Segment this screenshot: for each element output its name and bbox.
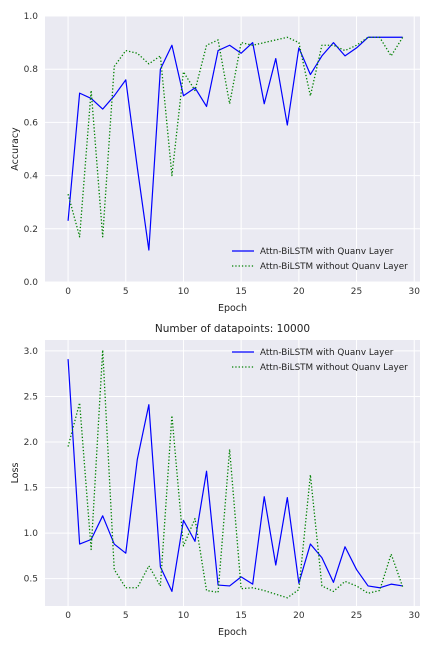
- loss-legend: Attn-BiLSTM with Quanv Layer Attn-BiLSTM …: [232, 348, 408, 373]
- accuracy-plot-area: [45, 16, 420, 282]
- loss-plot-area: [45, 340, 420, 606]
- accuracy-x-tick-label: 10: [178, 287, 190, 297]
- accuracy-series-line-without-quanv: [67, 36, 404, 238]
- loss-y-tick-label: 1.0: [24, 529, 39, 539]
- loss-series: [67, 349, 404, 599]
- accuracy-gridlines: [45, 15, 420, 283]
- accuracy-series-line-with-quanv: [67, 36, 403, 251]
- loss-legend-label: Attn-BiLSTM with Quanv Layer: [260, 348, 394, 358]
- loss-chart-title: Number of datapoints: 10000: [155, 323, 310, 335]
- accuracy-x-tick-label: 30: [409, 287, 421, 297]
- accuracy-y-tick-label: 0.8: [24, 65, 39, 75]
- accuracy-x-tick-label: 15: [235, 287, 246, 297]
- accuracy-x-tick-label: 0: [65, 287, 71, 297]
- loss-y-tick-label: 1.5: [24, 484, 38, 494]
- accuracy-x-tick-label: 20: [293, 287, 305, 297]
- accuracy-tick-labels: 0 5 10 15 20 25 30 0.0 0.2 0.4 0.6 0.8 1.0: [24, 12, 421, 297]
- loss-x-tick-label: 25: [351, 611, 362, 621]
- loss-y-tick-label: 2.0: [24, 438, 39, 448]
- loss-y-tick-label: 2.5: [24, 392, 38, 402]
- loss-tick-labels: 0 5 10 15 20 25 30 0.5 1.0 1.5 2.0 2.5 3.0: [24, 347, 421, 621]
- loss-series-line-with-quanv: [67, 359, 403, 593]
- accuracy-y-tick-label: 0.4: [24, 172, 39, 182]
- accuracy-chart: 0 5 10 15 20 25 30 0.0 0.2 0.4 0.6 0.8 1.0 Epoch Acc…: [10, 12, 420, 314]
- loss-x-tick-label: 15: [235, 611, 246, 621]
- loss-chart: 0 5 10 15 20 25 30 0.5 1.0 1.5 2.0 2.5 3.0 Epoch Los…: [10, 323, 420, 638]
- loss-legend-label: Attn-BiLSTM without Quanv Layer: [260, 363, 408, 373]
- loss-x-axis-label: Epoch: [218, 627, 247, 638]
- accuracy-legend-label: Attn-BiLSTM with Quanv Layer: [260, 247, 394, 257]
- loss-x-tick-label: 0: [65, 611, 71, 621]
- loss-x-tick-label: 30: [409, 611, 421, 621]
- accuracy-y-tick-label: 0.0: [24, 278, 39, 288]
- loss-y-tick-label: 0.5: [24, 575, 38, 585]
- loss-x-tick-label: 10: [178, 611, 190, 621]
- loss-y-axis-label: Loss: [10, 463, 21, 484]
- accuracy-y-tick-label: 0.2: [24, 225, 38, 235]
- loss-y-tick-label: 3.0: [24, 347, 39, 357]
- loss-x-tick-label: 20: [293, 611, 305, 621]
- accuracy-legend: Attn-BiLSTM with Quanv Layer Attn-BiLSTM …: [232, 247, 408, 272]
- loss-x-tick-label: 5: [123, 611, 129, 621]
- accuracy-y-tick-label: 1.0: [24, 12, 39, 22]
- loss-gridlines: [45, 340, 420, 606]
- accuracy-y-tick-label: 0.6: [24, 118, 39, 128]
- accuracy-y-axis-label: Accuracy: [10, 127, 21, 171]
- accuracy-series: [67, 36, 404, 251]
- accuracy-x-axis-label: Epoch: [218, 303, 247, 314]
- accuracy-x-tick-label: 25: [351, 287, 362, 297]
- accuracy-x-tick-label: 5: [123, 287, 129, 297]
- accuracy-legend-label: Attn-BiLSTM without Quanv Layer: [260, 262, 408, 272]
